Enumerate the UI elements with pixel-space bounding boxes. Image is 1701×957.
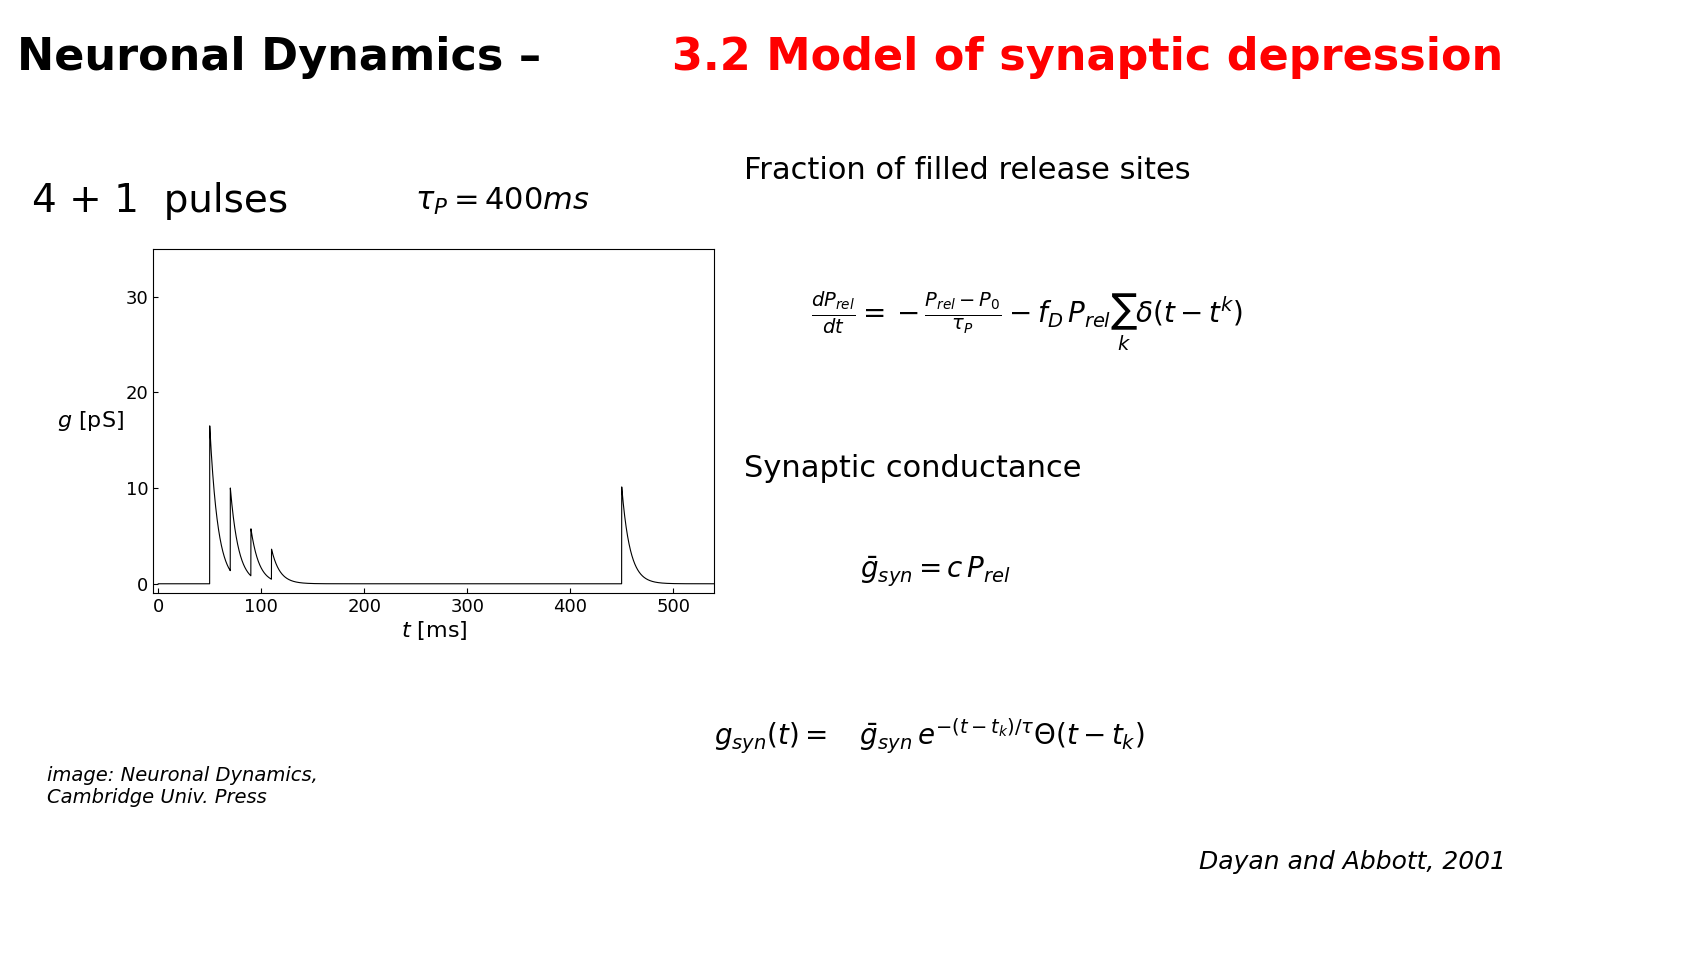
Text: Synaptic conductance: Synaptic conductance bbox=[743, 454, 1082, 483]
Text: $\frac{dP_{rel}}{dt} = -\frac{P_{rel}-P_0}{\tau_P} - f_D\, P_{rel}\sum_k \delta(: $\frac{dP_{rel}}{dt} = -\frac{P_{rel}-P_… bbox=[811, 289, 1243, 352]
Text: $g_{syn}(t) = \quad \bar{g}_{syn}\, e^{-(t-t_k)/\tau}\Theta(t-t_k)$: $g_{syn}(t) = \quad \bar{g}_{syn}\, e^{-… bbox=[714, 717, 1145, 756]
X-axis label: $t$ [ms]: $t$ [ms] bbox=[400, 619, 468, 642]
Text: image: Neuronal Dynamics,
Cambridge Univ. Press: image: Neuronal Dynamics, Cambridge Univ… bbox=[46, 766, 318, 807]
Text: 3.2 Model of synaptic depression: 3.2 Model of synaptic depression bbox=[672, 36, 1504, 78]
Text: Neuronal Dynamics –: Neuronal Dynamics – bbox=[17, 36, 556, 78]
Text: $\tau_P = 400ms$: $\tau_P = 400ms$ bbox=[415, 186, 590, 216]
Text: $\bar{g}_{syn} = c\, P_{rel}$: $\bar{g}_{syn} = c\, P_{rel}$ bbox=[859, 555, 1010, 589]
Text: Dayan and Abbott, 2001: Dayan and Abbott, 2001 bbox=[1199, 850, 1505, 874]
Text: Fraction of filled release sites: Fraction of filled release sites bbox=[743, 156, 1191, 185]
Text: 4 + 1  pulses: 4 + 1 pulses bbox=[32, 182, 289, 220]
Y-axis label: $g$ [pS]: $g$ [pS] bbox=[58, 409, 124, 434]
